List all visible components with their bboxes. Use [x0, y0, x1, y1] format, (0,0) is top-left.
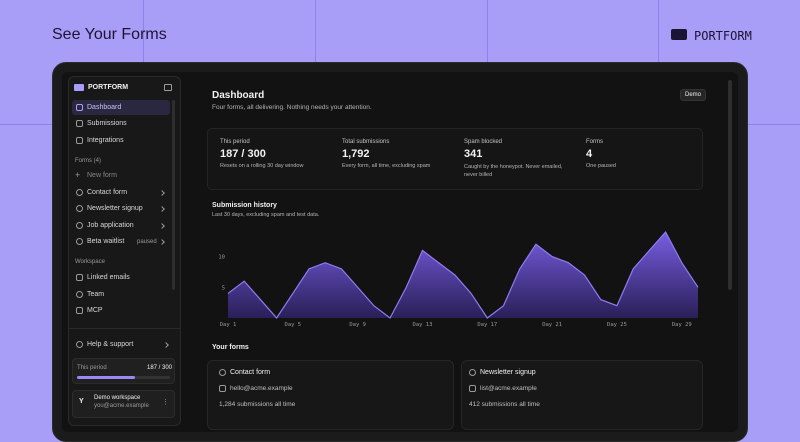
nav-item[interactable]: Help & support: [87, 341, 134, 348]
mail-icon: [219, 385, 226, 392]
demo-badge: Demo: [680, 89, 707, 101]
card-title: Newsletter signup: [480, 369, 536, 376]
stat-note: One paused: [586, 163, 616, 169]
section-title: Your forms: [212, 344, 249, 351]
bg-line: [748, 124, 800, 125]
account-name: Demo workspace: [94, 395, 141, 401]
stat-note: Resets on a rolling 30 day window: [220, 163, 304, 169]
x-tick-label: Day 9: [349, 322, 366, 328]
stat-value: 4: [586, 148, 593, 160]
logo-icon: [671, 29, 687, 40]
nav-item[interactable]: Beta waitlist: [87, 238, 125, 245]
form-icon: [76, 238, 83, 245]
bg-line: [143, 0, 144, 62]
stat-value: 1,792: [342, 148, 370, 160]
card-title: Contact form: [230, 369, 271, 376]
logo-icon: [74, 84, 84, 91]
chart-title: Submission history: [212, 202, 277, 209]
page-title: See Your Forms: [52, 26, 167, 43]
nav-icon: [76, 291, 83, 298]
nav-icon: [76, 104, 83, 111]
x-tick-label: Day 25: [607, 322, 627, 328]
x-tick-label: Day 13: [413, 322, 433, 328]
stat-label: This period: [220, 139, 250, 145]
scrollbar: [728, 80, 732, 290]
form-icon: [469, 369, 476, 376]
stats-panel: [207, 128, 703, 190]
y-tick-label: 10: [218, 255, 225, 261]
chart-subtitle: Last 30 days, excluding spam and test da…: [212, 212, 320, 218]
form-card[interactable]: [461, 360, 703, 430]
usage-fill: [77, 376, 135, 379]
bg-line: [0, 124, 52, 125]
brand: PORTFORM: [694, 29, 752, 43]
nav-icon: [76, 307, 83, 314]
nav-item[interactable]: Dashboard: [87, 104, 122, 111]
bg-line: [658, 0, 659, 62]
account-box[interactable]: [72, 390, 175, 418]
card-email: hello@acme.example: [230, 385, 293, 392]
account-email: you@acme.example: [94, 403, 149, 409]
nav-item[interactable]: Job application: [87, 222, 134, 229]
chart: 5 10 Day 1 Day 5 Day 9 Day 13 Day 17 Day 21 Day …: [218, 230, 699, 328]
menu-dots[interactable]: ⋮: [162, 399, 169, 406]
sidebar-brand: PORTFORM: [88, 84, 129, 91]
x-tick-label: Day 21: [542, 322, 562, 328]
nav-item[interactable]: MCP: [87, 307, 103, 314]
avatar: Y: [79, 398, 84, 405]
form-icon: [76, 189, 83, 196]
divider: [68, 328, 181, 329]
main-title: Dashboard: [212, 90, 265, 101]
nav-item[interactable]: Contact form: [87, 189, 128, 196]
x-tick-label: Day 29: [672, 322, 692, 328]
stat-note: Every form, all time, excluding spam: [342, 163, 431, 169]
bg-line: [487, 0, 488, 62]
stat-value: 187 / 300: [220, 148, 266, 160]
card-count: 412 submissions all time: [469, 401, 540, 408]
help-icon: [76, 341, 83, 348]
plus-icon: +: [75, 170, 81, 180]
main-subtitle: Four forms, all delivering. Nothing need…: [212, 104, 372, 111]
x-tick-label: Day 1: [220, 322, 237, 328]
x-tick-label: Day 5: [285, 322, 302, 328]
section-heading: Forms (4): [75, 158, 101, 164]
stat-label: Spam blocked: [464, 139, 503, 145]
nav-active[interactable]: [72, 100, 170, 115]
nav-icon: [76, 137, 83, 144]
scrollbar: [172, 100, 175, 290]
form-icon: [219, 369, 226, 376]
stat-value: 341: [464, 148, 483, 160]
y-tick-label: 5: [222, 285, 225, 291]
area: [228, 232, 698, 318]
section-heading: Workspace: [75, 259, 105, 265]
area-outline: [227, 230, 699, 319]
card-email: list@acme.example: [480, 385, 537, 392]
stat-label: Forms: [586, 139, 603, 145]
stat-label: Total submissions: [342, 139, 390, 145]
nav-icon: [76, 120, 83, 127]
card-count: 1,284 submissions all time: [219, 401, 296, 408]
usage-label: This period: [77, 365, 107, 371]
stat-note: Caught by the honeypot. Never emailed, n…: [464, 164, 563, 178]
nav-item[interactable]: Linked emails: [87, 274, 130, 281]
paused-badge: paused: [137, 239, 157, 245]
nav-item[interactable]: Integrations: [87, 137, 124, 144]
x-tick-label: Day 17: [477, 322, 497, 328]
form-icon: [76, 222, 83, 229]
nav-item[interactable]: Team: [87, 291, 105, 298]
mail-icon: [469, 385, 476, 392]
bg-line: [315, 0, 316, 62]
usage-value: 187 / 300: [147, 365, 173, 371]
nav-item[interactable]: Newsletter signup: [87, 205, 143, 212]
nav-item[interactable]: Submissions: [87, 120, 127, 127]
collapse-icon[interactable]: [164, 84, 172, 91]
nav-item[interactable]: New form: [87, 172, 117, 179]
usage-box: [72, 358, 175, 384]
nav-icon: [76, 274, 83, 281]
form-icon: [76, 205, 83, 212]
